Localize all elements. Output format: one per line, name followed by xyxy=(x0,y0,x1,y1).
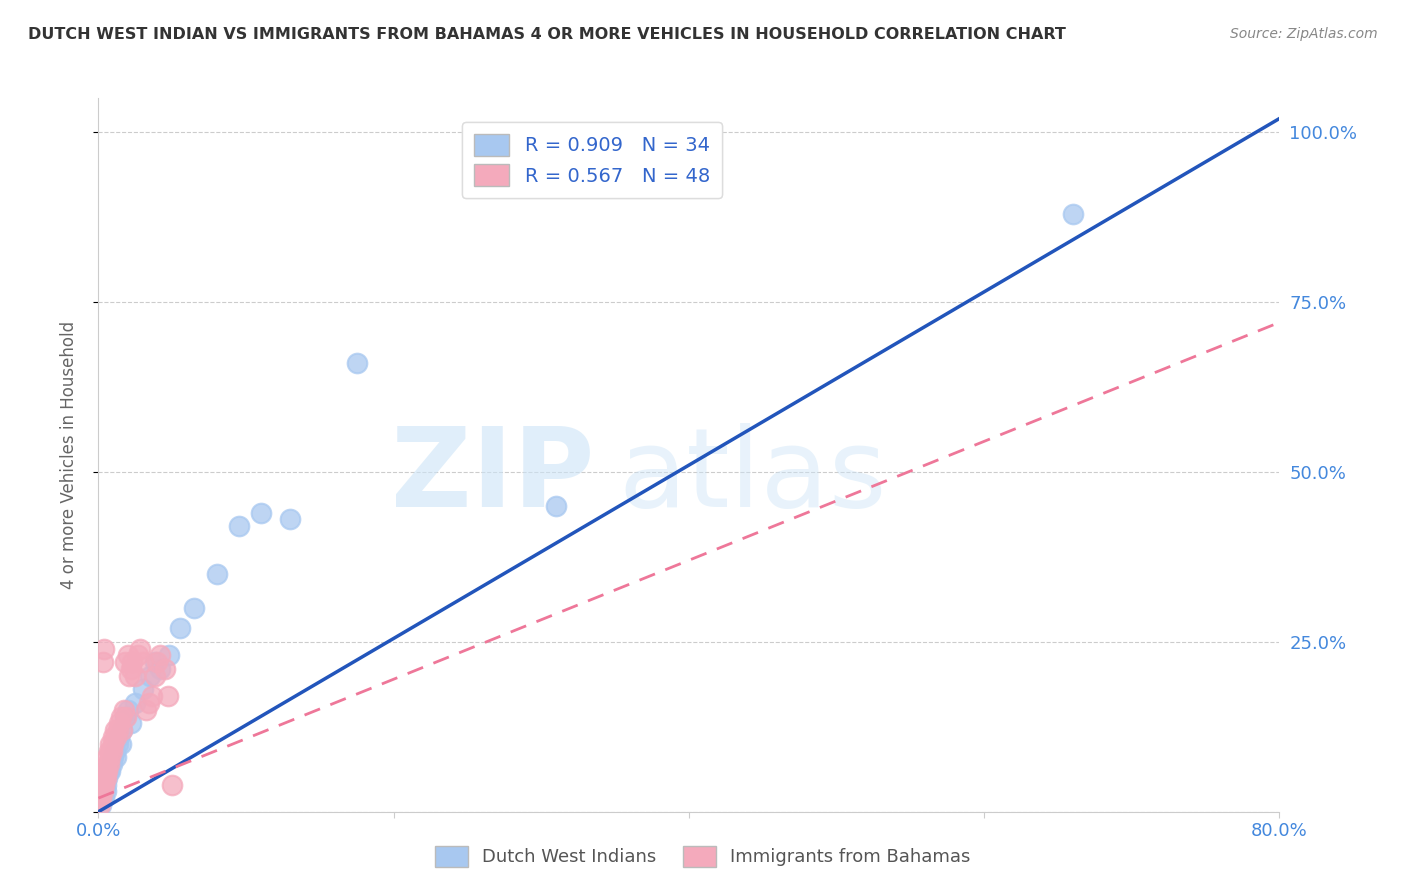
Point xyxy=(100,743,122,757)
Point xyxy=(124,696,146,710)
Point xyxy=(97,757,120,772)
Point xyxy=(124,669,146,683)
Point xyxy=(146,655,169,669)
Point xyxy=(278,512,302,526)
Point xyxy=(205,566,228,581)
Point xyxy=(128,641,150,656)
Y-axis label: 4 or more Vehicles in Household: 4 or more Vehicles in Household xyxy=(59,321,77,589)
Text: ZIP: ZIP xyxy=(391,423,595,530)
Point xyxy=(117,703,139,717)
Point xyxy=(135,703,157,717)
Point xyxy=(110,709,132,723)
Point xyxy=(94,778,117,792)
Point xyxy=(97,764,120,778)
Point xyxy=(143,655,166,669)
Point xyxy=(156,689,179,703)
Point xyxy=(120,716,142,731)
Legend: R = 0.909   N = 34, R = 0.567   N = 48: R = 0.909 N = 34, R = 0.567 N = 48 xyxy=(463,122,721,198)
Point xyxy=(93,641,115,656)
Point xyxy=(104,743,127,757)
Point xyxy=(91,791,114,805)
Point xyxy=(132,655,155,669)
Point xyxy=(96,771,118,785)
Point xyxy=(98,737,121,751)
Point xyxy=(104,723,127,738)
Point xyxy=(94,771,117,785)
Point xyxy=(105,730,128,744)
Point xyxy=(90,784,112,798)
Point xyxy=(111,723,134,738)
Point xyxy=(149,648,172,663)
Point xyxy=(103,730,125,744)
Point xyxy=(546,499,568,513)
Point xyxy=(127,648,149,663)
Point xyxy=(89,791,111,805)
Point xyxy=(111,723,134,738)
Point xyxy=(91,655,114,669)
Point xyxy=(96,764,118,778)
Point xyxy=(100,757,122,772)
Point xyxy=(114,655,136,669)
Point xyxy=(108,716,131,731)
Point xyxy=(108,730,131,744)
Point xyxy=(93,771,115,785)
Point xyxy=(153,662,176,676)
Point xyxy=(98,750,121,764)
Point xyxy=(91,778,114,792)
Point xyxy=(157,648,180,663)
Point xyxy=(91,784,114,798)
Point xyxy=(93,778,115,792)
Text: atlas: atlas xyxy=(619,423,887,530)
Point xyxy=(250,506,273,520)
Point xyxy=(121,655,143,669)
Point xyxy=(114,709,136,723)
Point xyxy=(1062,207,1084,221)
Point xyxy=(98,764,121,778)
Point xyxy=(96,750,118,764)
Point xyxy=(117,648,139,663)
Point xyxy=(89,797,111,812)
Point xyxy=(141,689,163,703)
Point xyxy=(110,737,132,751)
Point xyxy=(162,778,183,792)
Point xyxy=(149,662,172,676)
Point xyxy=(105,750,128,764)
Point xyxy=(139,669,162,683)
Point xyxy=(93,791,115,805)
Point xyxy=(118,669,141,683)
Point xyxy=(94,764,117,778)
Point xyxy=(346,356,368,370)
Point xyxy=(132,682,155,697)
Point xyxy=(90,797,112,812)
Point xyxy=(183,600,205,615)
Point xyxy=(143,669,166,683)
Point xyxy=(103,737,125,751)
Point xyxy=(115,709,138,723)
Point xyxy=(96,757,118,772)
Point xyxy=(97,743,120,757)
Point xyxy=(112,703,135,717)
Text: Source: ZipAtlas.com: Source: ZipAtlas.com xyxy=(1230,27,1378,41)
Point xyxy=(107,737,129,751)
Point xyxy=(94,784,117,798)
Point xyxy=(90,791,112,805)
Text: DUTCH WEST INDIAN VS IMMIGRANTS FROM BAHAMAS 4 OR MORE VEHICLES IN HOUSEHOLD COR: DUTCH WEST INDIAN VS IMMIGRANTS FROM BAH… xyxy=(28,27,1066,42)
Point xyxy=(107,723,129,738)
Legend: Dutch West Indians, Immigrants from Bahamas: Dutch West Indians, Immigrants from Baha… xyxy=(427,838,979,874)
Point xyxy=(103,750,125,764)
Point xyxy=(228,519,250,533)
Point xyxy=(120,662,142,676)
Point xyxy=(169,621,191,635)
Point xyxy=(138,696,160,710)
